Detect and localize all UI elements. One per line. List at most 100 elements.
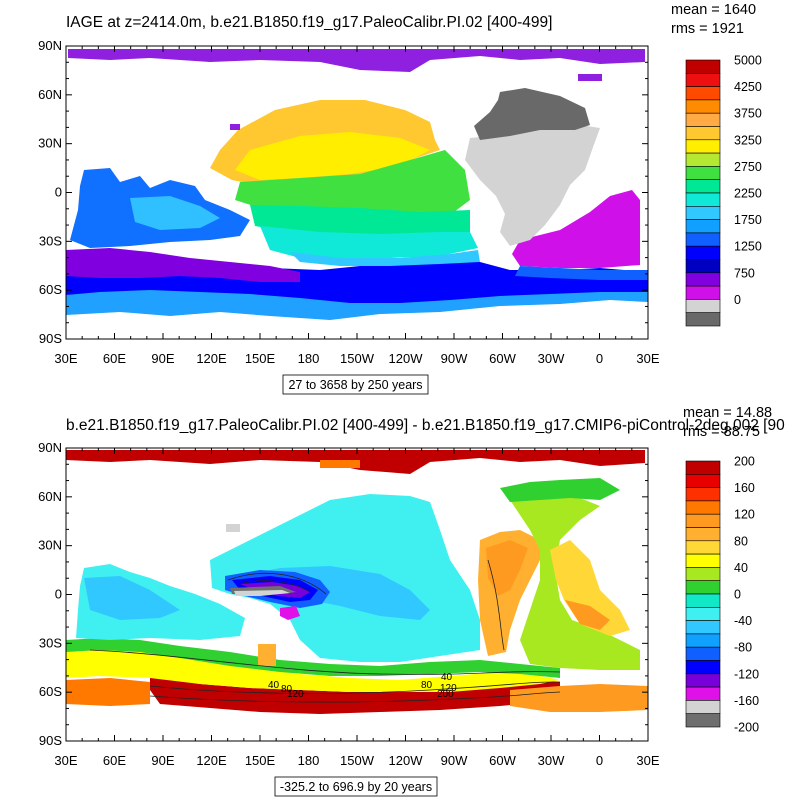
x-tick-label: 120W bbox=[389, 753, 424, 768]
x-tick-label: 60W bbox=[489, 753, 516, 768]
x-tick-label: 150W bbox=[340, 351, 375, 366]
colorbar-swatch bbox=[685, 580, 721, 595]
contour-lines bbox=[89, 559, 561, 703]
panel-2-title: b.e21.B1850.f19_g17.PaleoCalibr.PI.02 [4… bbox=[66, 417, 785, 434]
region-southern-green bbox=[66, 638, 560, 678]
contour-label: 80 bbox=[281, 684, 293, 695]
x-tick-label: 30E bbox=[636, 753, 659, 768]
colorbar-swatch bbox=[685, 487, 721, 502]
colorbar-swatch bbox=[685, 112, 721, 127]
x-tick-label: 180 bbox=[298, 351, 320, 366]
colorbar-label: 2250 bbox=[734, 187, 762, 201]
x-tick-label: 120W bbox=[389, 351, 424, 366]
panel-1-rms: rms = 1921 bbox=[671, 21, 744, 37]
colorbar-label: 1250 bbox=[734, 240, 762, 254]
colorbar-label: 3750 bbox=[734, 107, 762, 121]
x-tick-label: 0 bbox=[596, 753, 603, 768]
x-tick-label: 120E bbox=[196, 351, 227, 366]
panel-1-range-box: 27 to 3658 by 250 years bbox=[282, 374, 429, 395]
colorbar-label: 4250 bbox=[734, 80, 762, 94]
colorbar-swatch bbox=[685, 312, 721, 327]
panel-2-range-box: -325.2 to 696.9 by 20 years bbox=[274, 776, 438, 797]
colorbar-swatch bbox=[685, 593, 721, 608]
colorbar-swatch bbox=[685, 460, 721, 475]
x-tick-label: 90W bbox=[441, 351, 468, 366]
region-south-atlantic bbox=[512, 190, 640, 268]
x-tick-label: 30E bbox=[54, 753, 77, 768]
x-tick-label: 150E bbox=[245, 753, 276, 768]
panel-1-axes: 30E 60E 90E 120E 150E 180 150W 120W 90W 60W 30W 0 30… bbox=[38, 38, 660, 366]
y-tick-label: 60S bbox=[39, 282, 62, 297]
region-west-atlantic-core bbox=[486, 540, 528, 596]
colorbar-swatch bbox=[685, 206, 721, 220]
region-north-atlantic-green bbox=[500, 478, 620, 502]
colorbar-swatch bbox=[685, 553, 721, 568]
region-tropical-pacific bbox=[235, 150, 470, 215]
colorbar-label: -40 bbox=[734, 614, 752, 628]
y-tick-label: 0 bbox=[55, 587, 62, 602]
x-tick-label: 180 bbox=[298, 753, 320, 768]
colorbar-swatch bbox=[685, 660, 721, 675]
contour-label: 200 bbox=[437, 689, 454, 700]
x-tick-label: 30W bbox=[538, 351, 565, 366]
y-tick-label: 90S bbox=[39, 331, 62, 346]
panel-2-map bbox=[66, 448, 648, 741]
colorbar-swatch bbox=[685, 646, 721, 661]
colorbar-swatch bbox=[685, 299, 721, 313]
colorbar-label: -120 bbox=[734, 667, 759, 681]
region-north-atlantic bbox=[474, 88, 590, 140]
x-tick-label: 90E bbox=[151, 753, 174, 768]
y-tick-label: 90S bbox=[39, 733, 62, 748]
panel-1-map bbox=[66, 46, 648, 339]
colorbar-swatch bbox=[685, 139, 721, 154]
colorbar-label: 40 bbox=[734, 561, 748, 575]
colorbar-swatch bbox=[685, 73, 721, 87]
x-tick-label: 150W bbox=[340, 753, 375, 768]
x-tick-label: 150E bbox=[245, 351, 276, 366]
panel-2-rms: rms = 88.75 bbox=[683, 424, 760, 440]
colorbar-swatch bbox=[685, 606, 721, 621]
panel-2-mean: mean = 14.88 bbox=[683, 405, 772, 421]
colorbar-swatch bbox=[685, 245, 721, 260]
x-tick-label: 30W bbox=[538, 753, 565, 768]
region-southern-diff bbox=[150, 676, 560, 714]
panel-1-mean: mean = 1640 bbox=[671, 2, 756, 18]
colorbar-swatch bbox=[685, 152, 721, 167]
x-tick-label: 60E bbox=[103, 351, 126, 366]
contour-label: 80 bbox=[421, 680, 433, 691]
colorbar-label: 200 bbox=[734, 455, 755, 469]
panel-2-range-label: -325.2 to 696.9 by 20 years bbox=[280, 780, 432, 794]
region-equatorial-lightgrey bbox=[234, 590, 290, 596]
colorbar-swatch bbox=[685, 527, 721, 542]
region-arctic bbox=[68, 49, 645, 72]
region-indian-blue bbox=[84, 576, 180, 620]
colorbar-label: 0 bbox=[734, 588, 741, 602]
colorbar-swatch bbox=[685, 166, 721, 180]
colorbar-swatch bbox=[685, 540, 721, 555]
y-tick-label: 60N bbox=[38, 87, 62, 102]
colorbar-swatch bbox=[685, 567, 721, 582]
colorbar-label: 3250 bbox=[734, 133, 762, 147]
colorbar-swatch bbox=[685, 713, 721, 728]
colorbar-swatch bbox=[685, 686, 721, 701]
colorbar-label: -80 bbox=[734, 641, 752, 655]
colorbar-swatch bbox=[685, 99, 721, 114]
region-south-atlantic-blue bbox=[515, 266, 648, 280]
colorbar-swatch bbox=[685, 126, 721, 141]
panel-1-colorbar: 5000 4250 3750 3250 2750 2250 1750 1250 750 0 bbox=[685, 54, 762, 327]
panel-2-axes: 30E 60E 90E 120E 150E 180 150W 120W 90W 60W 30W 0 30… bbox=[38, 440, 660, 768]
colorbar-swatch bbox=[685, 633, 721, 648]
colorbar-swatch bbox=[685, 285, 721, 300]
region-southern-orange-e bbox=[510, 684, 648, 712]
y-tick-label: 30S bbox=[39, 635, 62, 650]
colorbar-swatch bbox=[685, 259, 721, 274]
colorbar-label: 0 bbox=[734, 293, 741, 307]
contour-label: 40 bbox=[441, 672, 453, 683]
x-tick-label: 120E bbox=[196, 753, 227, 768]
colorbar-swatch bbox=[685, 500, 721, 515]
region-north-pacific-core bbox=[235, 132, 430, 180]
colorbar-label: -160 bbox=[734, 694, 759, 708]
x-tick-label: 90W bbox=[441, 753, 468, 768]
colorbar-label: 1750 bbox=[734, 213, 762, 227]
panel-1-range-label: 27 to 3658 by 250 years bbox=[288, 378, 422, 392]
